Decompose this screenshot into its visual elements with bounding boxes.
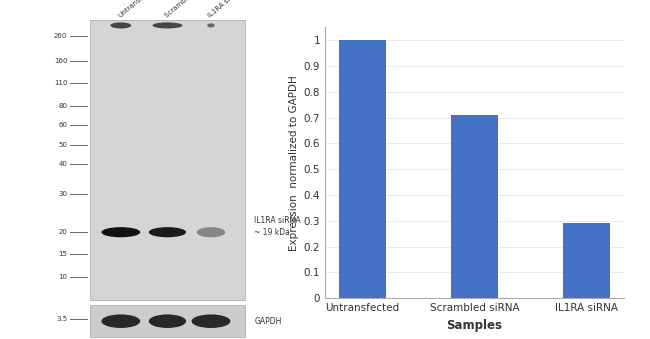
Text: 3.5: 3.5 (56, 316, 67, 322)
Ellipse shape (192, 315, 230, 328)
Ellipse shape (101, 227, 140, 237)
Text: 10: 10 (58, 274, 67, 280)
Text: IL1RA siRNA
~ 19 kDa: IL1RA siRNA ~ 19 kDa (254, 216, 301, 237)
Ellipse shape (111, 22, 131, 28)
Ellipse shape (207, 23, 214, 27)
Text: 20: 20 (58, 229, 67, 235)
Text: 160: 160 (54, 58, 67, 64)
Text: Untransfected: Untransfected (117, 0, 159, 19)
Text: 60: 60 (58, 122, 67, 128)
Text: 80: 80 (58, 103, 67, 109)
Ellipse shape (149, 227, 186, 237)
Y-axis label: Expression  normalized to GAPDH: Expression normalized to GAPDH (289, 75, 300, 251)
Text: 30: 30 (58, 191, 67, 197)
Text: 50: 50 (58, 142, 67, 148)
Text: 260: 260 (54, 33, 67, 39)
Text: IL1RA siRNA: IL1RA siRNA (207, 0, 243, 19)
Text: 15: 15 (58, 251, 67, 257)
Bar (90, 20, 245, 300)
Ellipse shape (197, 227, 225, 237)
Text: GAPDH: GAPDH (254, 317, 281, 326)
Ellipse shape (149, 315, 186, 328)
Ellipse shape (101, 315, 140, 328)
Bar (564, 223, 610, 298)
Text: 40: 40 (58, 161, 67, 167)
Ellipse shape (153, 22, 183, 28)
X-axis label: Samples: Samples (447, 319, 502, 332)
Text: 110: 110 (54, 80, 67, 86)
Text: Scrambled siRNA: Scrambled siRNA (164, 0, 213, 19)
Bar (451, 115, 498, 298)
Bar (90, 305, 245, 337)
Bar (339, 40, 385, 298)
